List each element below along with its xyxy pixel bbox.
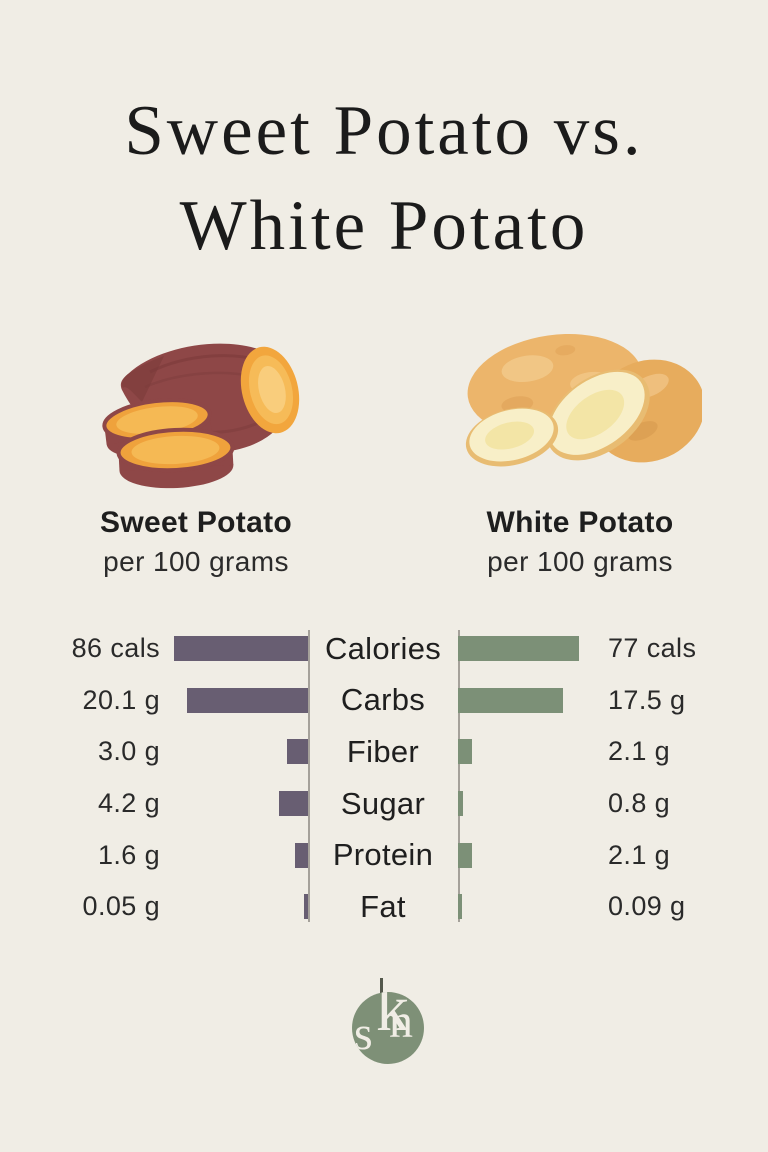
category-label: Fat	[360, 888, 406, 924]
logo-k-ascender	[380, 978, 383, 1000]
white-value: 77 cals	[608, 633, 697, 664]
sweet-potato-name: Sweet Potato	[100, 506, 292, 539]
category-label: Fiber	[346, 733, 420, 769]
chart-row-protein: 1.6 g Protein 2.1 g	[0, 829, 768, 881]
chart-row-fiber: 3.0 g Fiber 2.1 g	[0, 726, 768, 778]
white-bar	[458, 636, 579, 662]
sweet-value: 0.05 g	[82, 891, 160, 922]
sweet-potato-illustration	[102, 343, 300, 489]
chart-row-fat: 0.05 g Fat 0.09 g	[0, 881, 768, 933]
white-bar	[458, 687, 563, 713]
sweet-bar	[279, 791, 308, 817]
white-potato-serving: per 100 grams	[487, 546, 673, 577]
chart-rows: 86 cals Calories 77 cals 20.1 g Carbs 17…	[0, 623, 768, 933]
white-value: 2.1 g	[608, 839, 671, 870]
white-bar	[458, 842, 472, 868]
sweet-bar	[174, 636, 308, 662]
logo-circle: s k n	[352, 992, 424, 1064]
logo-letter-s: s	[354, 1007, 373, 1060]
white-value: 17.5 g	[608, 684, 686, 715]
chart-row-calories: 86 cals Calories 77 cals	[0, 623, 768, 675]
logo-letter-k: k	[376, 992, 409, 1045]
chart-row-carbs: 20.1 g Carbs 17.5 g	[0, 675, 768, 727]
left-axis-rule	[308, 630, 310, 922]
sweet-value: 3.0 g	[97, 736, 160, 767]
sweet-value: 86 cals	[71, 633, 160, 664]
sweet-bar	[295, 842, 308, 868]
category-label: Protein	[332, 837, 434, 873]
sweet-potato-serving: per 100 grams	[103, 546, 289, 577]
nutrition-comparison-chart: 86 cals Calories 77 cals 20.1 g Carbs 17…	[0, 623, 768, 935]
white-bar	[458, 791, 463, 817]
sweet-bar	[304, 894, 308, 920]
white-value: 2.1 g	[608, 736, 671, 767]
page-title: Sweet Potato vs. White Potato	[0, 84, 768, 274]
sweet-bar	[287, 739, 308, 765]
sweet-bar	[187, 687, 308, 713]
sweet-value: 20.1 g	[82, 684, 160, 715]
sweet-value: 4.2 g	[97, 788, 160, 819]
sweet-value: 1.6 g	[97, 839, 160, 870]
category-label: Sugar	[340, 785, 426, 821]
category-label: Calories	[324, 630, 442, 666]
title-line-1: Sweet Potato vs.	[124, 92, 644, 170]
white-potato-name: White Potato	[486, 506, 674, 539]
white-potato-illustration	[465, 333, 702, 467]
logo-letter-n: n	[389, 995, 413, 1048]
title-line-2: White Potato	[179, 187, 589, 265]
white-value: 0.8 g	[608, 788, 671, 819]
white-value: 0.09 g	[608, 891, 686, 922]
right-axis-rule	[458, 630, 460, 922]
white-bar	[458, 739, 472, 765]
category-label: Carbs	[340, 682, 426, 718]
chart-row-sugar: 4.2 g Sugar 0.8 g	[0, 778, 768, 830]
white-bar	[458, 894, 462, 920]
